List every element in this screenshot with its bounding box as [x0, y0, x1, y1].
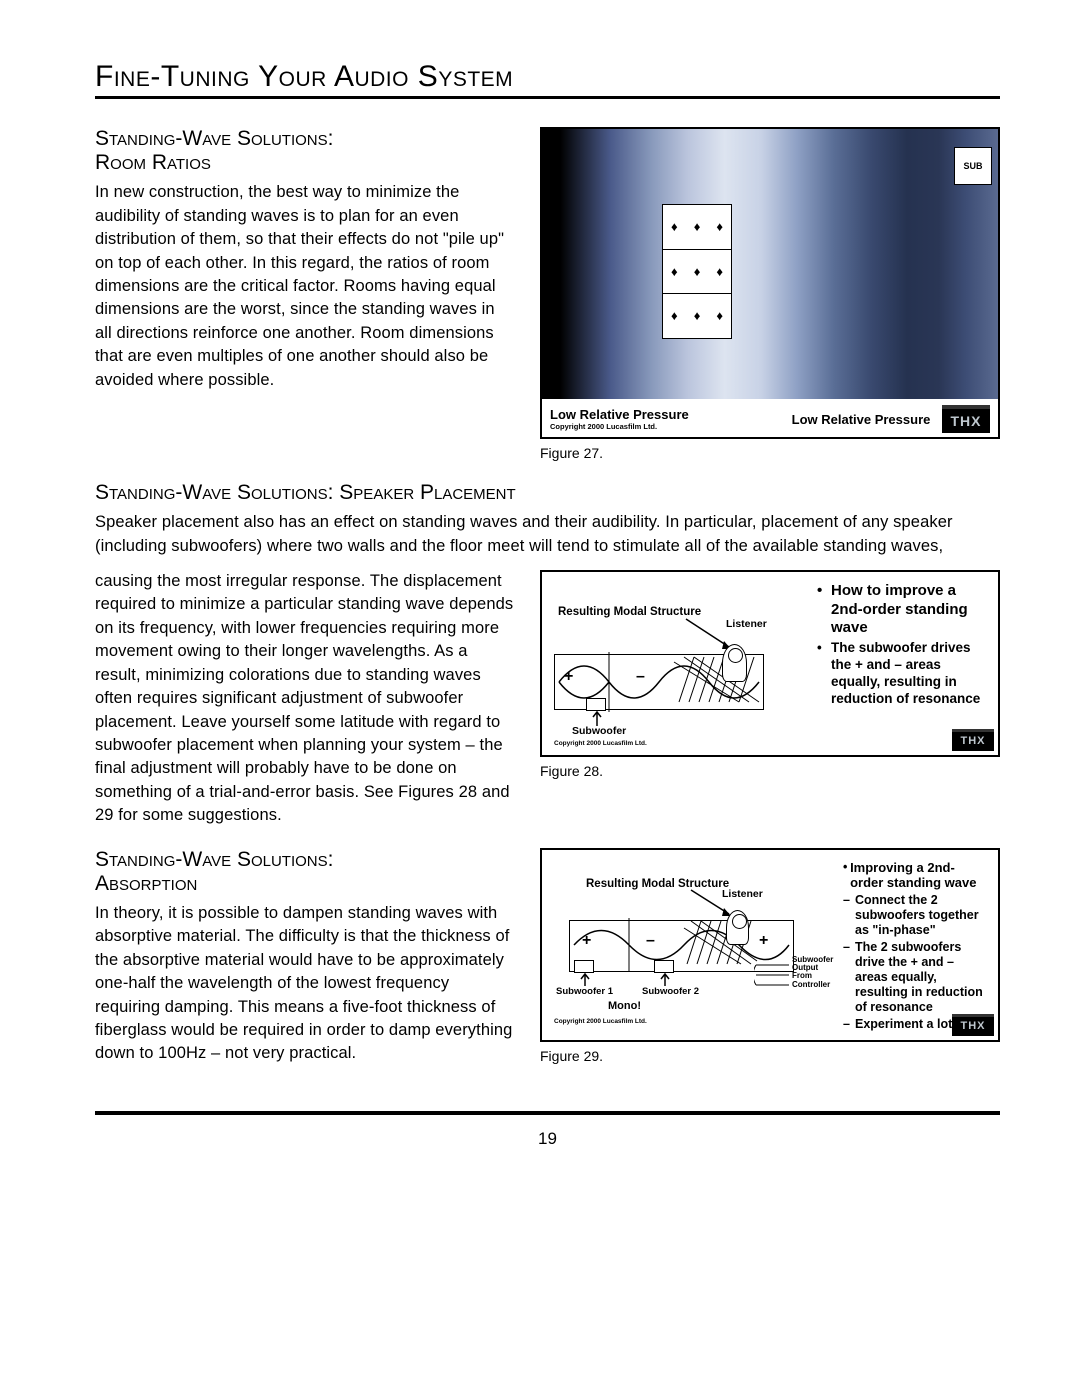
- subwoofer-output-label: Subwoofer Output From Controller: [792, 956, 837, 990]
- page-title: Fine-Tuning Your Audio System: [95, 60, 1000, 99]
- heading-room-ratios: Standing-Wave Solutions: Room Ratios: [95, 127, 515, 175]
- thx-icon: THX: [942, 405, 990, 433]
- body-room-ratios: In new construction, the best way to min…: [95, 181, 515, 392]
- listener-label: Listener: [722, 888, 763, 900]
- heading-absorption: Standing-Wave Solutions: Absorption: [95, 848, 515, 896]
- page-number: 19: [95, 1129, 1000, 1149]
- listener-icon: [726, 910, 749, 945]
- figure-27-caption: Figure 27.: [540, 445, 1000, 461]
- heading-line-1: Standing-Wave Solutions:: [95, 848, 333, 871]
- figure-28: Resulting Modal Structure Listener + –: [540, 570, 1000, 757]
- heading-line-2: Absorption: [95, 872, 197, 895]
- low-pressure-label-1: Low Relative Pressure: [550, 407, 750, 422]
- listener-label: Listener: [726, 618, 767, 630]
- copyright-text: Copyright 2000 Lucasfilm Ltd.: [550, 422, 750, 431]
- figure-27-footer: Low Relative Pressure Copyright 2000 Luc…: [542, 399, 998, 437]
- figure-28-diagram: Resulting Modal Structure Listener + –: [554, 582, 799, 747]
- body-speaker-left: causing the most irregular response. The…: [95, 570, 515, 828]
- figure-28-caption: Figure 28.: [540, 763, 1000, 779]
- section-absorption: Standing-Wave Solutions: Absorption In t…: [95, 848, 1000, 1066]
- modal-structure-label: Resulting Modal Structure: [558, 606, 701, 618]
- heading-speaker-placement: Standing-Wave Solutions: Speaker Placeme…: [95, 481, 1000, 505]
- body-speaker-full: Speaker placement also has an effect on …: [95, 511, 1000, 558]
- figure-29: Resulting Modal Structure Listener + – +: [540, 848, 1000, 1042]
- subwoofer-1-label: Subwoofer 1: [556, 986, 613, 997]
- arrow-up-icon: [660, 972, 670, 986]
- hatch-icon: [669, 652, 764, 712]
- thx-icon: THX: [952, 729, 994, 751]
- thx-icon: THX: [952, 1014, 994, 1036]
- seating-icon: ♦♦♦ ♦♦♦ ♦♦♦: [662, 204, 732, 339]
- bullet-2: The subwoofer drives the + and – areas e…: [831, 640, 986, 708]
- copyright-text: Copyright 2000 Lucasfilm Ltd.: [554, 1018, 647, 1025]
- figure-29-diagram: Resulting Modal Structure Listener + – +: [554, 860, 829, 1030]
- figure-29-text: •Improving a 2nd-order standing wave –Co…: [843, 860, 986, 1032]
- section-speaker-placement: Standing-Wave Solutions: Speaker Placeme…: [95, 481, 1000, 558]
- section-room-ratios: Standing-Wave Solutions: Room Ratios In …: [95, 127, 1000, 461]
- body-absorption: In theory, it is possible to dampen stan…: [95, 902, 515, 1066]
- fig29-d1: Connect the 2 subwoofers together as "in…: [855, 893, 986, 938]
- figure-28-text: •How to improve a 2nd-order standing wav…: [817, 582, 986, 747]
- fig29-d2: The 2 subwoofers drive the + and – areas…: [855, 940, 986, 1015]
- copyright-text: Copyright 2000 Lucasfilm Ltd.: [554, 740, 647, 747]
- row-fig28: causing the most irregular response. The…: [95, 570, 1000, 828]
- low-pressure-label-2: Low Relative Pressure: [750, 412, 942, 427]
- figure-29-caption: Figure 29.: [540, 1048, 1000, 1064]
- figure-27: SUB ♦♦♦ ♦♦♦ ♦♦♦ Low Relative Pressure Co…: [540, 127, 1000, 439]
- sub-icon: SUB: [954, 147, 992, 185]
- fig29-head: Improving a 2nd-order standing wave: [850, 860, 986, 891]
- arrow-up-icon: [592, 710, 602, 726]
- bullet-1: How to improve a 2nd-order standing wave: [831, 582, 986, 638]
- listener-icon: [722, 644, 747, 682]
- arrow-up-icon: [580, 972, 590, 986]
- fig29-d3: Experiment a lot: [855, 1017, 952, 1032]
- subwoofer-label: Subwoofer: [572, 725, 626, 737]
- figure-27-room: SUB ♦♦♦ ♦♦♦ ♦♦♦: [542, 129, 998, 399]
- bottom-rule: [95, 1111, 1000, 1115]
- mono-label: Mono!: [608, 1000, 641, 1012]
- heading-line-1: Standing-Wave Solutions:: [95, 127, 333, 150]
- subwoofer-2-label: Subwoofer 2: [642, 986, 699, 997]
- heading-line-2: Room Ratios: [95, 151, 211, 174]
- bracket-icon: [754, 960, 794, 990]
